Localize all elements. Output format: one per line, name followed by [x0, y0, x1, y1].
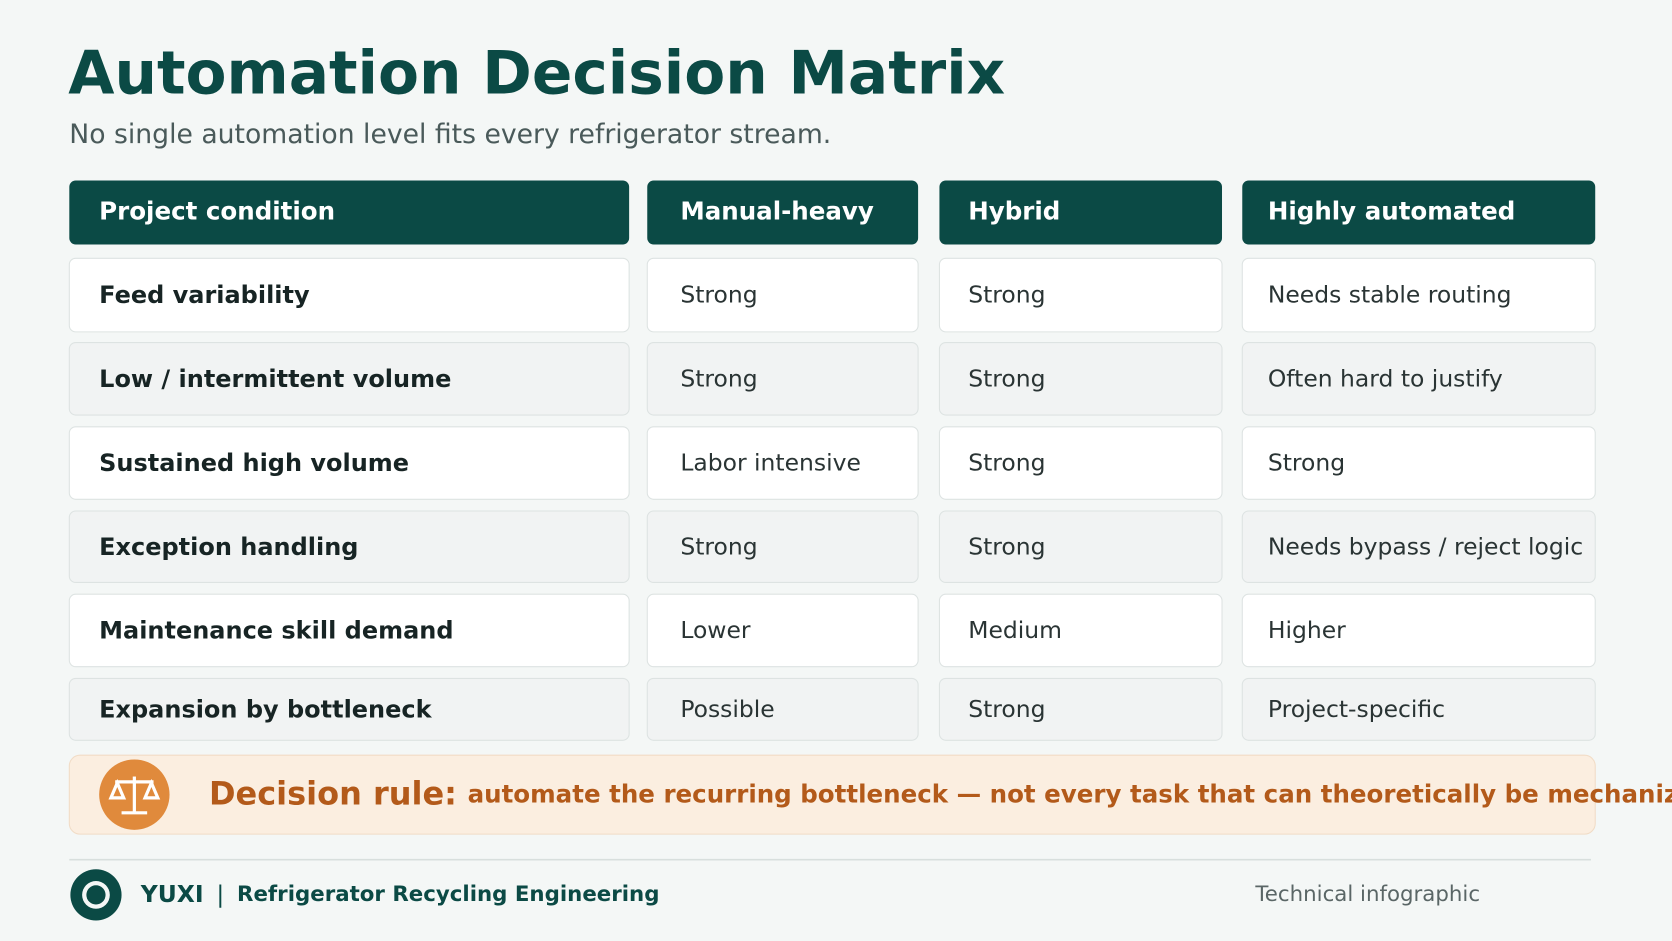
cell: [1241, 257, 1596, 333]
cell: [646, 510, 919, 583]
cell: [1241, 426, 1596, 500]
header-cell: [1242, 180, 1596, 245]
title: Automation Decision Matrix: [68, 40, 1005, 109]
footer-note: Technical infographic: [1254, 882, 1480, 907]
cell-text: Lower: [680, 616, 751, 644]
cell: [646, 426, 919, 500]
cell-text: Higher: [1268, 616, 1346, 644]
row-label: Low / intermittent volume: [99, 365, 451, 393]
cell: [938, 257, 1223, 333]
cell-text: Strong: [1268, 449, 1345, 477]
cell: [938, 593, 1223, 668]
row-label: Maintenance skill demand: [99, 617, 453, 645]
header-text: Manual-heavy: [680, 196, 874, 225]
cell: [938, 510, 1223, 583]
cell-text: Strong: [680, 281, 757, 309]
cell-text: Strong: [680, 532, 757, 560]
row-label: Sustained high volume: [99, 449, 409, 477]
cell: [1241, 342, 1596, 416]
cell: [938, 677, 1223, 741]
cell: [646, 342, 919, 416]
row-label: Expansion by bottleneck: [99, 695, 432, 723]
footer-line: YUXI | Refrigerator Recycling Engineering: [140, 879, 660, 907]
cell: [68, 426, 630, 500]
header-text: Hybrid: [968, 196, 1060, 225]
brand: YUXI: [140, 879, 204, 907]
cell-text: Often hard to justify: [1268, 364, 1503, 392]
decision-box: [68, 754, 1596, 835]
cell-text: Labor intensive: [680, 449, 861, 477]
cell-text: Strong: [968, 281, 1045, 309]
cell-text: Strong: [968, 695, 1045, 723]
decision-rule: Decision rule: automate the recurring bot…: [209, 775, 1672, 813]
cell-text: Project-specific: [1268, 695, 1445, 723]
cell-text: Needs bypass / reject logic: [1268, 532, 1583, 560]
header-cell: [647, 180, 919, 245]
cell: [68, 510, 630, 583]
separator: |: [216, 879, 224, 907]
decision-text: automate the recurring bottleneck — not …: [468, 780, 1672, 809]
cell: [938, 342, 1223, 416]
cell-text: Needs stable routing: [1268, 281, 1512, 309]
cell: [1241, 677, 1596, 741]
cell-text: Strong: [968, 364, 1045, 392]
cell: [68, 677, 630, 741]
cell: [68, 257, 630, 333]
cell-text: Medium: [968, 616, 1062, 644]
cell: [68, 342, 630, 416]
cell-text: Strong: [968, 449, 1045, 477]
header-cell: [69, 180, 630, 245]
cell-text: Possible: [680, 695, 774, 723]
header-text: Highly automated: [1268, 196, 1515, 225]
decision-label: Decision rule:: [209, 775, 457, 813]
cell: [646, 677, 919, 741]
cell: [938, 426, 1223, 500]
cell: [1241, 593, 1596, 668]
scales-icon: [108, 776, 161, 815]
cell: [646, 593, 919, 668]
table: Project condition Manual-heavy Hybrid Highl…: [68, 180, 1596, 741]
cell: [646, 257, 919, 333]
cell: [68, 593, 630, 668]
subtitle: No single automation level fits every re…: [69, 119, 831, 150]
cell-text: Strong: [968, 532, 1045, 560]
header-text: Project condition: [99, 196, 335, 225]
row-label: Feed variability: [99, 281, 310, 309]
tagline: Refrigerator Recycling Engineering: [237, 882, 659, 907]
logo: [70, 869, 122, 921]
cell-text: Strong: [680, 364, 757, 392]
row-label: Exception handling: [99, 533, 358, 561]
header-cell: [939, 180, 1223, 245]
cell: [1241, 510, 1596, 583]
